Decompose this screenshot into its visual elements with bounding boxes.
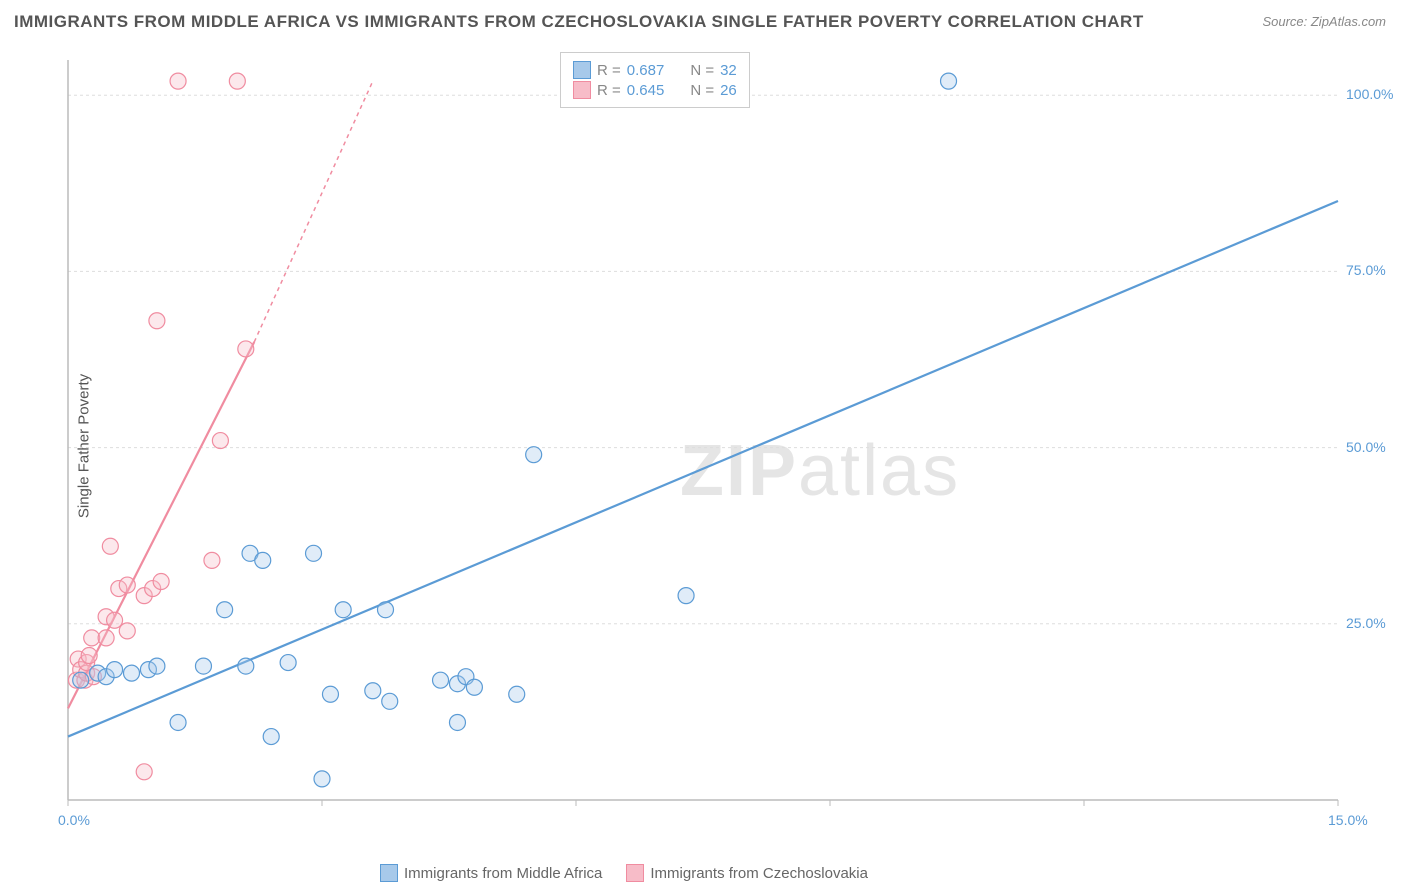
legend-swatch-blue: [380, 864, 398, 882]
legend-stats-row-pink: R = 0.645 N = 26: [573, 81, 737, 99]
legend-series: Immigrants from Middle Africa Immigrants…: [380, 862, 868, 884]
legend-stats: R = 0.687 N = 32 R = 0.645 N = 26: [560, 52, 750, 108]
r-label: R =: [597, 82, 621, 99]
n-label: N =: [690, 82, 714, 99]
n-label: N =: [690, 62, 714, 79]
r-label: R =: [597, 62, 621, 79]
n-value: 32: [720, 62, 737, 79]
legend-series-pink: Immigrants from Czechoslovakia: [626, 864, 868, 882]
scatter-chart: [48, 40, 1388, 830]
legend-swatch-pink: [626, 864, 644, 882]
y-tick-label: 75.0%: [1346, 262, 1386, 278]
source-label: Source: ZipAtlas.com: [1262, 14, 1386, 29]
y-tick-label: 100.0%: [1346, 86, 1393, 102]
y-tick-label: 50.0%: [1346, 439, 1386, 455]
legend-series-blue: Immigrants from Middle Africa: [380, 864, 602, 882]
x-tick-label: 15.0%: [1328, 812, 1368, 828]
x-tick-label: 0.0%: [58, 812, 90, 828]
r-value: 0.645: [627, 82, 665, 99]
r-value: 0.687: [627, 62, 665, 79]
y-tick-label: 25.0%: [1346, 615, 1386, 631]
series-label: Immigrants from Czechoslovakia: [650, 865, 868, 882]
chart-title: IMMIGRANTS FROM MIDDLE AFRICA VS IMMIGRA…: [14, 12, 1144, 32]
series-label: Immigrants from Middle Africa: [404, 865, 602, 882]
legend-stats-row-blue: R = 0.687 N = 32: [573, 61, 737, 79]
n-value: 26: [720, 82, 737, 99]
legend-swatch-pink: [573, 81, 591, 99]
legend-swatch-blue: [573, 61, 591, 79]
chart-area: [48, 40, 1388, 860]
